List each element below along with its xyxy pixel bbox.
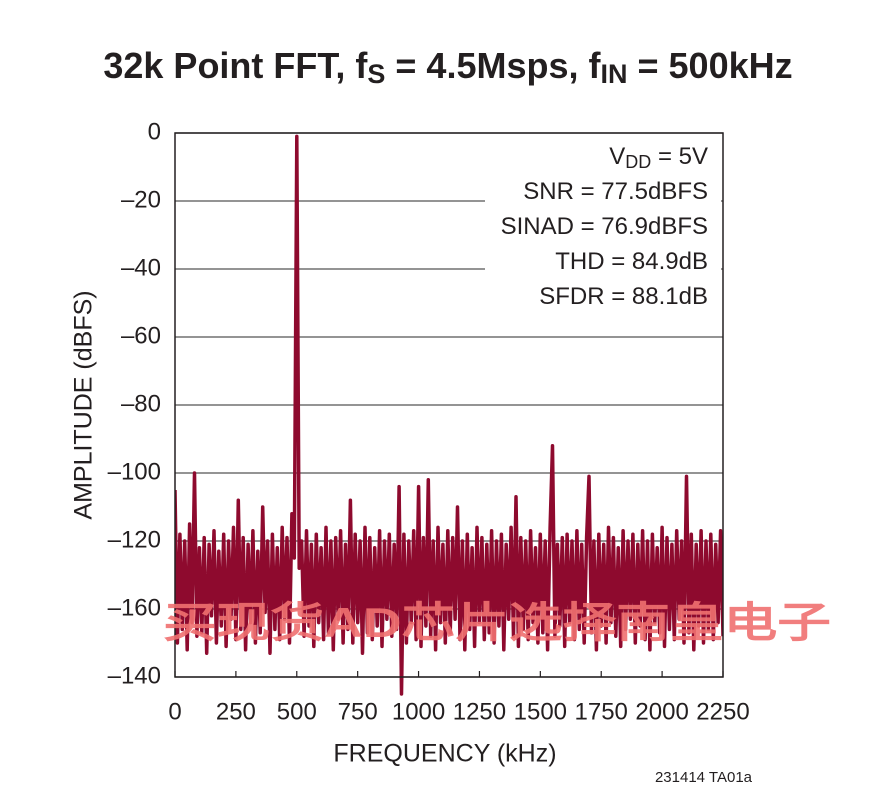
annotation-line: SNR = 77.5dBFS (523, 178, 708, 205)
text-part: = 500kHz (628, 45, 793, 86)
annotation-line: SINAD = 76.9dBFS (501, 213, 708, 240)
x-tick-label: 0 (168, 698, 181, 725)
annotation-line: THD = 84.9dB (555, 248, 708, 275)
x-tick-label: 2250 (696, 698, 749, 725)
y-tick-label: –20 (121, 186, 161, 213)
x-tick-label: 1250 (453, 698, 506, 725)
x-tick-label: 1500 (514, 698, 567, 725)
x-tick-label: 1750 (575, 698, 628, 725)
text-part: = 5V (651, 143, 708, 170)
text-part: DD (625, 152, 651, 172)
x-tick-label: 2000 (635, 698, 688, 725)
x-tick-label: 250 (216, 698, 256, 725)
x-tick-label: 1000 (392, 698, 445, 725)
text-part: V (609, 143, 625, 170)
x-tick-label: 500 (277, 698, 317, 725)
y-tick-label: –100 (108, 458, 161, 485)
text-part: 32k Point FFT, f (103, 45, 368, 86)
y-axis-label: AMPLITUDE (dBFS) (70, 290, 98, 519)
annotation-line: SFDR = 88.1dB (539, 283, 708, 310)
y-tick-label: –40 (121, 254, 161, 281)
y-tick-label: –120 (108, 526, 161, 553)
watermark: 买现货AD芯片选择南皇电子 (163, 599, 831, 646)
annotation-background (485, 140, 721, 312)
text-part: IN (601, 59, 628, 89)
y-tick-label: 0 (148, 118, 161, 145)
x-axis-label: FREQUENCY (kHz) (333, 740, 556, 768)
plot-frame (174, 132, 724, 678)
y-tick-label: –140 (108, 662, 161, 689)
text-part: SNR = 77.5dBFS (523, 178, 708, 205)
annotation-line: VDD = 5V (609, 143, 708, 172)
text-part: = 4.5Msps, f (385, 45, 601, 86)
spectrum-line (175, 134, 723, 696)
y-tick-label: –160 (108, 594, 161, 621)
y-tick-label: –80 (121, 390, 161, 417)
text-part: SFDR = 88.1dB (539, 283, 708, 310)
chart-title: 32k Point FFT, fS = 4.5Msps, fIN = 500kH… (103, 45, 792, 90)
x-tick-label: 750 (338, 698, 378, 725)
text-part: THD = 84.9dB (555, 248, 708, 275)
text-part: S (367, 59, 385, 89)
footnote: 231414 TA01a (655, 769, 753, 786)
y-tick-label: –60 (121, 322, 161, 349)
text-part: SINAD = 76.9dBFS (501, 213, 708, 240)
title-text: 32k Point FFT, fS = 4.5Msps, fIN = 500kH… (103, 45, 792, 90)
